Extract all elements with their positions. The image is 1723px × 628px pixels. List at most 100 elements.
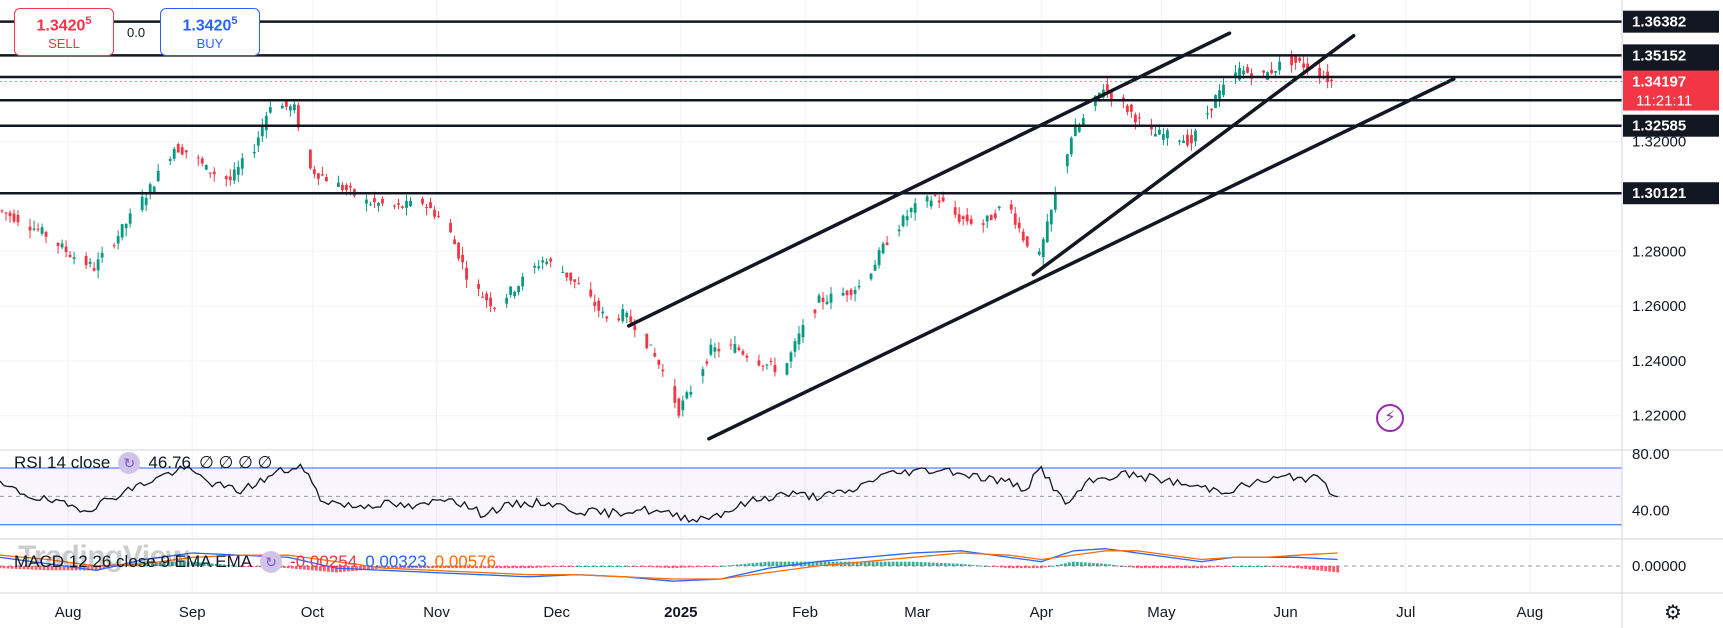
sell-button[interactable]: 1.34205 SELL — [14, 8, 114, 56]
macd-histogram-bar — [186, 561, 190, 566]
candle-body — [92, 268, 96, 271]
lightning-bolt-icon[interactable]: ⚡ — [1376, 404, 1404, 432]
sell-price: 1.34205 — [36, 15, 92, 35]
candle-body — [493, 307, 497, 309]
candle-body — [449, 222, 452, 233]
macd-histogram-bar — [1160, 566, 1163, 569]
indicator-source-icon[interactable]: ↻ — [260, 551, 283, 573]
macd-histogram-bar — [559, 566, 563, 567]
candle-body — [993, 213, 997, 219]
candle-body — [1210, 108, 1213, 111]
macd-histogram-bar — [1208, 566, 1211, 568]
macd-histogram-bar — [679, 566, 683, 568]
candle-body — [284, 101, 288, 107]
trendlines[interactable] — [627, 31, 1456, 441]
candle-body — [649, 344, 653, 346]
macd-histogram-bar — [238, 566, 242, 567]
candle-body — [128, 213, 132, 224]
candle-body — [1278, 61, 1281, 71]
candle-body — [172, 148, 176, 159]
horizontal-levels[interactable] — [0, 20, 1622, 195]
price-tick-label: 80.00 — [1632, 446, 1670, 463]
macd-histogram-bar — [547, 566, 551, 568]
candle-body — [589, 289, 593, 297]
macd-histogram-bar — [715, 566, 719, 567]
macd-histogram-bar — [431, 566, 434, 569]
candle-body — [453, 239, 456, 245]
macd-histogram-bar — [339, 566, 342, 573]
macd-histogram-bar — [767, 561, 771, 566]
candle-body — [705, 361, 709, 364]
candle-body — [485, 293, 489, 301]
candle-body — [689, 391, 693, 395]
macd-histogram-bar — [327, 566, 330, 572]
macd-line-value: 0.00323 — [365, 552, 427, 571]
settings-gear-icon[interactable]: ⚙ — [1664, 602, 1682, 624]
candle-body — [320, 174, 324, 176]
macd-histogram-bar — [659, 566, 663, 568]
macd-histogram-bar — [763, 562, 767, 566]
macd-legend[interactable]: MACD 12 26 close 9 EMA EMA ↻ -0.00254 0.… — [14, 551, 496, 573]
macd-histogram-bar — [1200, 566, 1203, 569]
candle-body — [909, 208, 913, 213]
macd-histogram-bar — [743, 563, 747, 566]
macd-histogram-bar — [1115, 565, 1119, 567]
macd-histogram-bar — [118, 566, 122, 567]
macd-histogram-bar — [791, 561, 795, 566]
macd-histogram-bar — [963, 564, 967, 566]
macd-histogram-bar — [290, 566, 294, 569]
candle-body — [200, 158, 204, 164]
candle-body — [1186, 134, 1189, 146]
rsi-line — [0, 463, 1338, 523]
buy-button[interactable]: 1.34205 BUY — [160, 8, 260, 56]
macd-histogram-bar — [619, 566, 623, 567]
price-axis[interactable]: 1.22000 1.24000 1.26000 1.28000 1.32000 80.00… — [0, 10, 1719, 575]
candle-body — [1206, 113, 1209, 115]
candle-body — [84, 255, 88, 266]
macd-histogram-bar — [1035, 566, 1039, 569]
candle-body — [797, 333, 801, 345]
macd-histogram-bar — [747, 563, 751, 566]
candle-body — [1065, 154, 1069, 167]
macd-histogram-bar — [0, 566, 2, 569]
candle-body — [1049, 209, 1053, 225]
macd-histogram-bar — [1220, 566, 1223, 567]
macd-histogram-bar — [719, 566, 723, 567]
macd-histogram-bar — [234, 565, 238, 567]
candle-body — [393, 205, 396, 207]
time-axis[interactable]: Aug Sep Oct Nov Dec 2025 Feb Mar Apr May Jun Jul Aug — [55, 604, 1544, 621]
macd-histogram-bar — [335, 566, 338, 573]
macd-histogram-bar — [987, 566, 991, 567]
macd-histogram-bar — [1316, 566, 1320, 571]
macd-histogram-bar — [535, 566, 539, 568]
macd-histogram-bar — [1031, 566, 1035, 569]
macd-histogram-bar — [467, 566, 470, 569]
macd-histogram-bar — [755, 562, 759, 566]
level-price-badge — [1623, 114, 1719, 137]
candle-body — [901, 215, 905, 227]
candle-body — [1041, 239, 1045, 258]
macd-histogram-bar — [1099, 563, 1103, 566]
indicator-source-icon[interactable]: ↻ — [118, 452, 141, 474]
rsi-legend[interactable]: RSI 14 close ↻ 46.76 ∅ ∅ ∅ ∅ — [14, 452, 272, 474]
macd-histogram-bar — [391, 566, 394, 569]
candle-body — [168, 158, 172, 161]
macd-histogram-bar — [214, 563, 218, 566]
macd-histogram-bar — [54, 566, 58, 571]
macd-histogram-bar — [623, 566, 627, 567]
macd-histogram-bar — [563, 566, 567, 567]
candle-body — [421, 198, 424, 204]
macd-histogram-bar — [1268, 566, 1271, 567]
macd-histogram-bar — [979, 565, 983, 567]
price-tick-label: 1.22000 — [1632, 408, 1686, 425]
candle-body — [252, 151, 256, 154]
macd-histogram-bar — [10, 566, 14, 569]
macd-histogram-bar — [651, 566, 655, 568]
candle-body — [224, 176, 228, 180]
candle-body — [1318, 67, 1322, 78]
macd-histogram-bar — [691, 566, 695, 568]
macd-histogram-bar — [667, 566, 671, 568]
candle-body — [937, 200, 941, 203]
macd-histogram-bar — [863, 561, 867, 566]
